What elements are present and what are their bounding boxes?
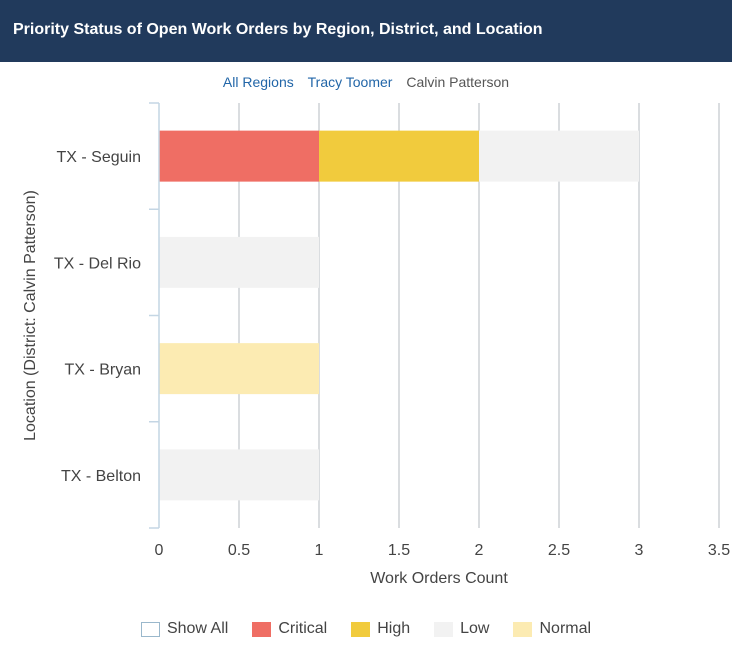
legend-item-high[interactable]: High	[351, 620, 410, 638]
legend-swatch-low	[434, 621, 454, 637]
bar-chart: TX - Seguin TX - Del Rio TX - Bryan TX - Be…	[22, 102, 730, 587]
legend-label-critical: Critical	[278, 620, 328, 637]
legend-label-normal: Normal	[539, 620, 592, 637]
legend-item-normal[interactable]: Normal	[513, 620, 591, 638]
breadcrumb-calvin-patterson: Calvin Patterson	[406, 74, 510, 90]
x-tick-label: 1.5	[388, 542, 410, 559]
y-tick-label: TX - Bryan	[65, 362, 141, 379]
y-axis-title: Location (District: Calvin Patterson)	[22, 190, 39, 441]
x-tick-label: 3.5	[708, 542, 730, 559]
bar-high[interactable]	[319, 130, 479, 182]
y-tick-label: TX - Belton	[61, 468, 141, 485]
legend-label-low: Low	[460, 620, 490, 637]
breadcrumb-tracy-toomer[interactable]: Tracy Toomer	[307, 74, 393, 90]
x-tick-label: 2.5	[548, 542, 570, 559]
bar-normal[interactable]	[159, 343, 319, 395]
x-axis-title: Work Orders Count	[370, 570, 508, 587]
x-tick-label: 0	[155, 542, 164, 559]
chart-title: Priority Status of Open Work Orders by R…	[13, 21, 543, 38]
legend-swatch-high	[351, 621, 371, 637]
bar-critical[interactable]	[159, 130, 319, 182]
x-tick-label: 0.5	[228, 542, 250, 559]
legend-item-critical[interactable]: Critical	[252, 620, 327, 638]
x-tick-label: 1	[315, 542, 324, 559]
breadcrumb-all-regions[interactable]: All Regions	[222, 74, 294, 90]
legend-swatch-show-all	[140, 621, 160, 637]
bar-low[interactable]	[159, 236, 319, 288]
y-tick-label: TX - Seguin	[57, 149, 141, 166]
x-tick-label: 3	[635, 542, 644, 559]
legend-label-show-all: Show All	[166, 620, 229, 637]
bar-low[interactable]	[479, 130, 639, 182]
legend: Show All Critical High Low Normal	[0, 620, 732, 638]
x-tick-label: 2	[475, 542, 484, 559]
bar-low[interactable]	[159, 449, 319, 501]
breadcrumb: All Regions Tracy Toomer Calvin Patterso…	[0, 74, 732, 90]
y-tick-label: TX - Del Rio	[54, 255, 141, 272]
legend-swatch-normal	[513, 621, 533, 637]
legend-label-high: High	[377, 620, 411, 637]
legend-item-show-all[interactable]: Show All	[140, 620, 229, 638]
legend-swatch-critical	[252, 621, 272, 637]
legend-item-low[interactable]: Low	[434, 620, 489, 638]
chart-header: Priority Status of Open Work Orders by R…	[0, 0, 732, 62]
